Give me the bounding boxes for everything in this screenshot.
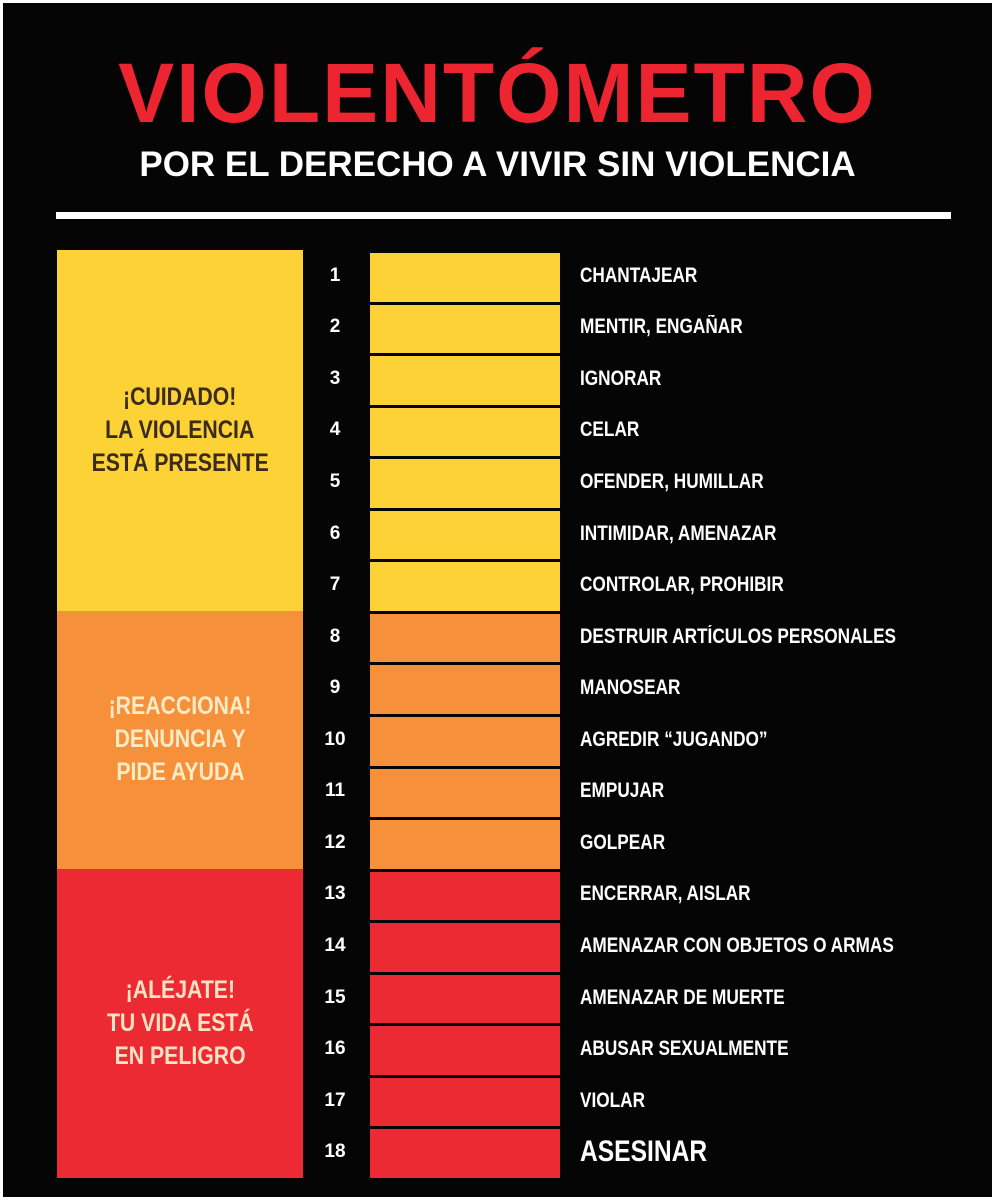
item-number: 1 bbox=[329, 264, 341, 286]
item-text: CELAR bbox=[580, 418, 640, 442]
item-text: EMPUJAR bbox=[580, 779, 665, 803]
item-text: ENCERRAR, AISLAR bbox=[580, 882, 751, 906]
page: VIOLENTÓMETRO POR EL DERECHO A VIVIR SIN… bbox=[3, 3, 992, 1197]
scale-segment bbox=[370, 871, 560, 921]
subtitle: POR EL DERECHO A VIVIR SIN VIOLENCIA bbox=[139, 145, 856, 184]
zone-panel: ¡ALÉJATE! TU VIDA ESTÁ EN PELIGRO bbox=[57, 868, 303, 1178]
item-text: AGREDIR “JUGANDO” bbox=[580, 727, 768, 751]
scale-segment bbox=[370, 510, 560, 560]
item-text: MENTIR, ENGAÑAR bbox=[580, 315, 743, 339]
scale-segment bbox=[370, 768, 560, 818]
item-text: CONTROLAR, PROHIBIR bbox=[580, 573, 784, 597]
item-number: 10 bbox=[324, 728, 346, 750]
item-number: 13 bbox=[324, 883, 346, 905]
item-text: INTIMIDAR, AMENAZAR bbox=[580, 521, 777, 545]
item-number: 9 bbox=[329, 677, 341, 699]
item-text: ASESINAR bbox=[580, 1135, 708, 1169]
scale-segment bbox=[370, 665, 560, 714]
item-text: ABUSAR SEXUALMENTE bbox=[580, 1037, 789, 1061]
item-number: 14 bbox=[324, 935, 346, 956]
scale-segment bbox=[370, 1077, 560, 1127]
scale-segment bbox=[370, 356, 560, 405]
item-number: 6 bbox=[329, 522, 341, 544]
item-text: AMENAZAR DE MUERTE bbox=[580, 985, 785, 1009]
item-number: 17 bbox=[324, 1089, 346, 1111]
zone-panel: ¡CUIDADO! LA VIOLENCIA ESTÁ PRESENTE bbox=[57, 250, 303, 611]
zone-label: ¡REACCIONA! bbox=[108, 692, 252, 721]
item-text: MANOSEAR bbox=[580, 676, 681, 700]
item-text: DESTRUIR ARTÍCULOS PERSONALES bbox=[580, 624, 897, 648]
item-number: 5 bbox=[329, 471, 341, 492]
zone-label: PIDE AYUDA bbox=[115, 758, 245, 787]
scale-segment bbox=[370, 459, 560, 508]
zone-label: DENUNCIA Y bbox=[114, 725, 246, 754]
zone-label: EN PELIGRO bbox=[114, 1041, 246, 1070]
item-text: CHANTAJEAR bbox=[580, 263, 698, 287]
scale-segment bbox=[370, 820, 560, 869]
item-number: 18 bbox=[324, 1141, 346, 1163]
item-text: GOLPEAR bbox=[580, 830, 666, 854]
item-number: 12 bbox=[324, 831, 346, 853]
item-number: 3 bbox=[329, 367, 341, 389]
item-number: 8 bbox=[329, 625, 341, 647]
scale-segment bbox=[370, 304, 560, 354]
zone-label: LA VIOLENCIA bbox=[105, 415, 255, 444]
zone-label: ¡CUIDADO! bbox=[123, 382, 237, 411]
zone-label: ESTÁ PRESENTE bbox=[91, 448, 269, 477]
scale-segment bbox=[370, 613, 560, 663]
item-number: 16 bbox=[324, 1038, 346, 1060]
item-text: IGNORAR bbox=[580, 366, 662, 390]
item-text: VIOLAR bbox=[580, 1088, 646, 1112]
scale-segment bbox=[370, 974, 560, 1024]
scale-segment bbox=[370, 253, 560, 302]
scale-segment bbox=[370, 1026, 560, 1075]
scale-segment bbox=[370, 562, 560, 611]
zone-label: ¡ALÉJATE! bbox=[125, 975, 235, 1004]
zone-panel: ¡REACCIONA! DENUNCIA Y PIDE AYUDA bbox=[57, 610, 303, 869]
item-number: 2 bbox=[329, 316, 341, 338]
divider bbox=[56, 212, 951, 219]
item-number: 4 bbox=[329, 419, 341, 441]
item-text: AMENAZAR CON OBJETOS O ARMAS bbox=[580, 934, 894, 957]
item-number: 11 bbox=[324, 780, 346, 802]
scale-segment bbox=[370, 717, 560, 766]
title: VIOLENTÓMETRO bbox=[118, 46, 877, 140]
scale-segment bbox=[370, 923, 560, 972]
item-number: 7 bbox=[329, 574, 341, 596]
zone-label: TU VIDA ESTÁ bbox=[106, 1008, 254, 1037]
item-text: OFENDER, HUMILLAR bbox=[580, 470, 764, 493]
item-number: 15 bbox=[324, 986, 346, 1008]
scale-segment bbox=[370, 407, 560, 457]
scale-segment bbox=[370, 1129, 560, 1178]
